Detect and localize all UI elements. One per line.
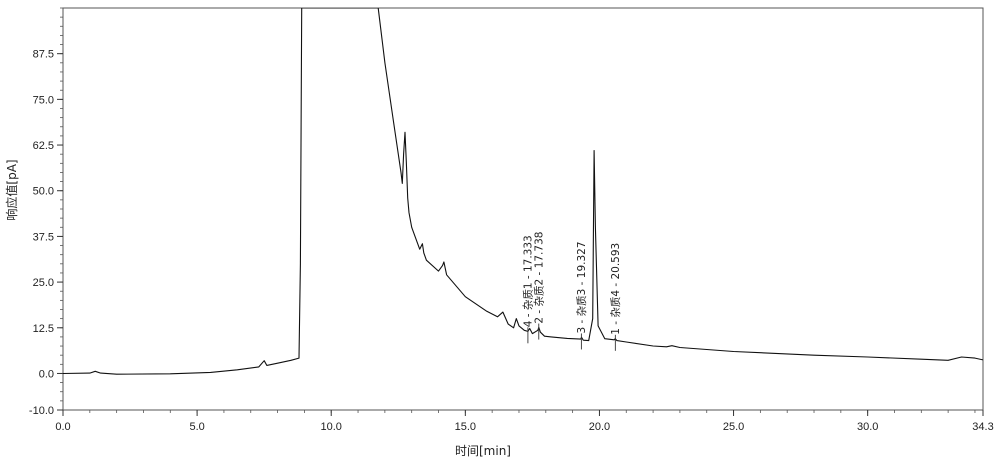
peak-label: 3 - 杂质3 - 19.327 <box>576 241 588 333</box>
y-axis-label: 响应值[pA] <box>4 159 19 220</box>
x-tick-label: 0.0 <box>55 421 70 433</box>
x-tick-label: 5.0 <box>189 421 204 433</box>
plot-area <box>63 8 983 410</box>
y-tick-label: 12.5 <box>33 323 54 335</box>
y-tick-label: 0.0 <box>39 368 54 380</box>
x-axis: 0.0 5.0 10.0 15.0 20.0 25.0 30.0 34.3 <box>55 410 993 433</box>
y-tick-label: 75.0 <box>33 94 54 106</box>
peak-label: 2 - 杂质2 - 17.738 <box>533 232 545 324</box>
peak-label: 1 - 杂质4 - 20.593 <box>610 243 622 335</box>
y-tick-label: 87.5 <box>33 49 54 61</box>
y-tick-label: -10.0 <box>29 405 54 417</box>
x-tick-label: 20.0 <box>589 421 610 433</box>
y-axis: -10.0 0.0 12.5 25.0 37.5 50.0 62.5 75.0 87.5 <box>29 49 63 417</box>
y-tick-label: 62.5 <box>33 140 54 152</box>
x-tick-label: 30.0 <box>857 421 878 433</box>
y-tick-label: 25.0 <box>33 277 54 289</box>
x-tick-label: 15.0 <box>455 421 476 433</box>
x-tick-label: 25.0 <box>723 421 744 433</box>
y-tick-label: 50.0 <box>33 186 54 198</box>
y-tick-label: 37.5 <box>33 231 54 243</box>
x-tick-label: 34.3 <box>972 421 993 433</box>
x-axis-label: 时间[min] <box>455 444 511 458</box>
x-tick-label: 10.0 <box>321 421 342 433</box>
